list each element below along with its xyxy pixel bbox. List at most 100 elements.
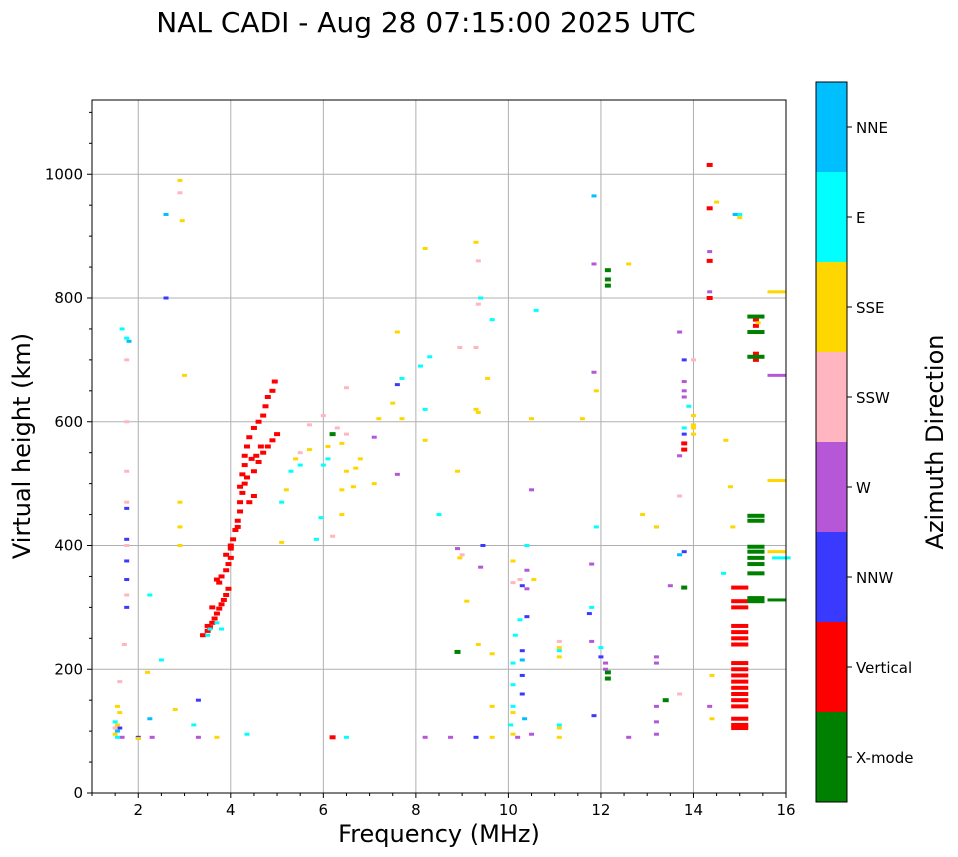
echo-point (475, 302, 481, 306)
echo-point (264, 395, 271, 399)
echo-point (707, 290, 713, 294)
echo-point (707, 704, 713, 708)
echo-point (731, 726, 749, 731)
echo-point (237, 484, 244, 489)
echo-point (329, 432, 336, 437)
echo-point (519, 658, 525, 662)
echo-point (241, 453, 248, 458)
echo-point (124, 593, 130, 597)
echo-point (124, 420, 130, 424)
chart-title: NAL CADI - Aug 28 07:15:00 2025 UTC (156, 6, 695, 39)
echo-point (731, 704, 749, 709)
echo-point (313, 537, 319, 541)
echo-point (478, 565, 484, 569)
echo-point (603, 667, 609, 671)
echo-point (591, 262, 597, 266)
echo-point (747, 314, 765, 319)
echo-point (591, 194, 597, 198)
echo-point (241, 463, 248, 468)
echo-point (227, 555, 234, 560)
y-tick-label: 0 (73, 784, 83, 802)
echo-point (455, 469, 461, 473)
echo-point (394, 472, 400, 476)
echo-point (399, 376, 405, 380)
echo-point (731, 599, 749, 604)
y-tick-label: 600 (54, 413, 83, 431)
echo-point (677, 330, 683, 334)
echo-point (390, 401, 396, 405)
echo-point (475, 259, 481, 263)
echo-point (149, 735, 155, 739)
echo-point (306, 448, 312, 452)
echo-point (204, 623, 211, 628)
echo-point (731, 630, 749, 635)
echo-point (626, 262, 632, 266)
echo-point (519, 584, 525, 588)
echo-point (264, 444, 271, 449)
echo-point (489, 735, 495, 739)
echo-point (706, 296, 713, 300)
echo-point (512, 633, 518, 637)
echo-point (515, 735, 521, 739)
echo-point (177, 525, 183, 529)
echo-point (209, 620, 216, 625)
echo-point (767, 373, 786, 377)
x-tick-label: 16 (776, 801, 795, 819)
echo-point (213, 577, 220, 582)
echo-point (747, 513, 765, 518)
azimuth-colorbar: X-mode Vertical NNW W SSW SSE E NNE (815, 81, 913, 803)
echo-point (357, 457, 363, 461)
echo-point (112, 726, 118, 730)
echo-point (747, 555, 765, 560)
echo-point (126, 339, 132, 343)
colorbar-label: Azimuth Direction (921, 335, 949, 550)
echo-point (124, 605, 130, 609)
echo-point (204, 628, 211, 633)
series-e (112, 212, 791, 739)
echo-point (519, 673, 525, 677)
echo-point (112, 720, 118, 724)
echo-point (598, 655, 604, 659)
echo-point (230, 537, 237, 542)
echo-point (522, 717, 528, 721)
echo-point (112, 732, 118, 736)
echo-point (371, 435, 377, 439)
series-nne (114, 194, 738, 733)
echo-point (114, 704, 120, 708)
plot-area: 2 4 6 8 10 12 14 16 0 200 400 600 800 1000 (45, 99, 796, 819)
echo-point (731, 685, 749, 690)
echo-point (195, 735, 201, 739)
echo-point (747, 544, 765, 549)
echo-point (306, 423, 312, 427)
colorbar-segment (816, 172, 847, 262)
echo-point (124, 358, 130, 362)
echo-point (283, 488, 289, 492)
echo-point (350, 485, 356, 489)
echo-point (677, 692, 683, 696)
echo-point (586, 612, 592, 616)
y-axis-label: Virtual height (km) (8, 333, 36, 559)
echo-point (211, 616, 218, 621)
colorbar-tick-label: Vertical (856, 659, 912, 677)
echo-point (706, 258, 713, 263)
echo-point (239, 490, 246, 495)
colorbar-segment (816, 262, 847, 352)
echo-point (205, 633, 211, 637)
echo-point (207, 627, 213, 631)
echo-point (603, 661, 609, 665)
echo-point (489, 652, 495, 656)
echo-point (239, 472, 246, 477)
y-tick-label: 200 (54, 660, 83, 678)
echo-point (135, 737, 141, 741)
echo-point (653, 720, 659, 724)
echo-point (690, 414, 696, 418)
echo-point (124, 537, 130, 541)
echo-point (422, 247, 428, 250)
echo-point (448, 735, 454, 739)
echo-point (145, 670, 151, 674)
echo-point (747, 549, 765, 554)
echo-point (473, 346, 479, 349)
echo-point (556, 726, 562, 730)
y-tick-label: 800 (54, 289, 83, 307)
